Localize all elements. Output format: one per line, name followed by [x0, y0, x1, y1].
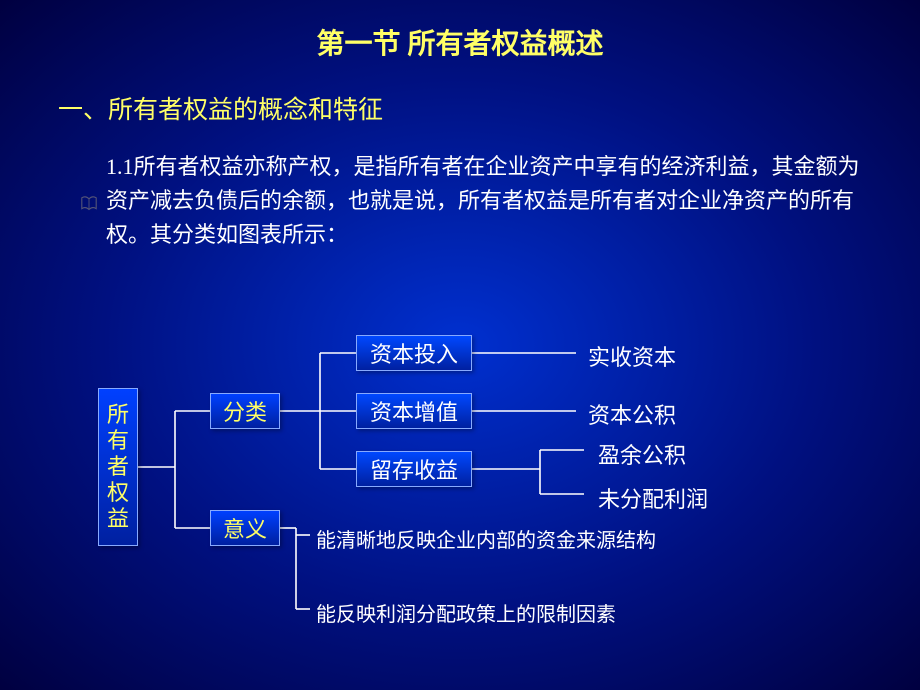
equity-diagram: 所有者权益 分类意义 资本投入资本增值留存收益 实收资本资本公积盈余公积未分配利润能清…	[0, 330, 920, 690]
leaf-box: 留存收益	[356, 451, 472, 487]
right-label: 实收资本	[588, 340, 676, 372]
meaning-label: 能清晰地反映企业内部的资金来源结构	[316, 524, 656, 553]
leaf-box: 资本增值	[356, 393, 472, 429]
section-heading: 一、所有者权益的概念和特征	[0, 62, 920, 126]
level1-box: 意义	[210, 510, 280, 546]
right-label: 资本公积	[588, 398, 676, 430]
right-label: 未分配利润	[598, 482, 708, 514]
level1-box: 分类	[210, 393, 280, 429]
root-box: 所有者权益	[98, 388, 138, 546]
right-label: 盈余公积	[598, 438, 686, 470]
paragraph: 1.1所有者权益亦称产权，是指所有者在企业资产中享有的经济利益，其金额为资产减去…	[0, 126, 920, 252]
page-title: 第一节 所有者权益概述	[0, 0, 920, 62]
book-icon	[80, 156, 98, 252]
meaning-label: 能反映利润分配政策上的限制因素	[316, 598, 616, 627]
connector-lines	[0, 330, 920, 690]
paragraph-text: 1.1所有者权益亦称产权，是指所有者在企业资产中享有的经济利益，其金额为资产减去…	[106, 150, 868, 252]
leaf-box: 资本投入	[356, 335, 472, 371]
